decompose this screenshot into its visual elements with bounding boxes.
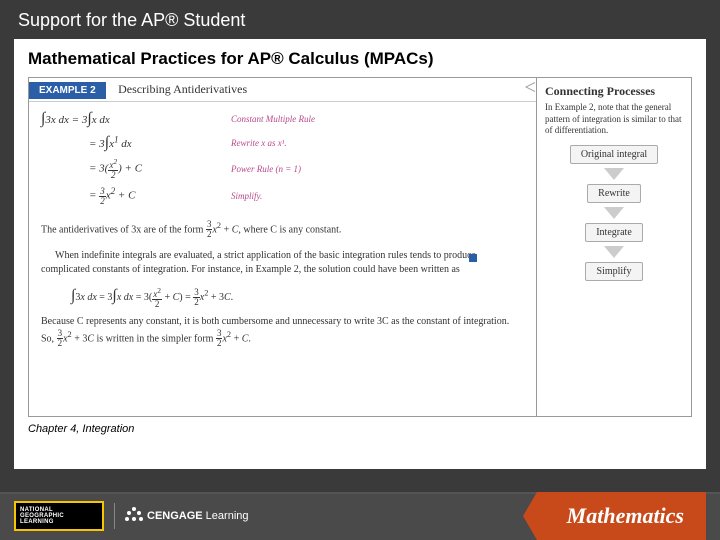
- cengage-text: CENGAGE Learning: [147, 510, 249, 522]
- flow-step: Integrate: [585, 223, 643, 242]
- flow-diagram: Original integral Rewrite Integrate Simp…: [545, 145, 683, 281]
- math-row: = 32x2 + C Simplify.: [41, 186, 524, 206]
- logo-divider: [114, 503, 115, 529]
- example-tag: EXAMPLE 2: [29, 82, 106, 99]
- math-row: ∫3x dx = 3∫x dx Constant Multiple Rule: [41, 110, 524, 128]
- natgeo-logo: NATIONAL GEOGRAPHIC LEARNING: [14, 501, 104, 531]
- flow-step: Rewrite: [587, 184, 641, 203]
- flow-step: Original integral: [570, 145, 658, 164]
- math-rule: Rewrite x as x¹.: [231, 138, 287, 148]
- p1b: , where C is any constant.: [238, 224, 341, 235]
- paragraph-3: Because C represents any constant, it is…: [29, 315, 536, 349]
- slide-header: Support for the AP® Student: [0, 0, 720, 39]
- cengage-logo: CENGAGE Learning: [125, 507, 249, 525]
- flow-step: Simplify: [585, 262, 642, 281]
- content-area: Mathematical Practices for AP® Calculus …: [14, 39, 706, 469]
- math-line-2: ∫3x dx = 3∫x dx = 3(x22 + C) = 32x2 + 3C…: [59, 285, 536, 309]
- paragraph-2: When indefinite integrals are evaluated,…: [29, 249, 536, 277]
- p2: When indefinite integrals are evaluated,…: [41, 249, 524, 277]
- cengage-icon: [125, 507, 143, 525]
- example-main: EXAMPLE 2 Describing Antiderivatives ∫3x…: [29, 78, 536, 416]
- caption: Chapter 4, Integration: [28, 423, 692, 435]
- math-row: = 3(x22) + C Power Rule (n = 1): [41, 158, 524, 180]
- arrow-down-icon: [604, 207, 624, 219]
- math-derivation: ∫3x dx = 3∫x dx Constant Multiple Rule =…: [29, 102, 536, 220]
- p3b: is written in the simpler form: [94, 333, 216, 344]
- arrow-down-icon: [604, 246, 624, 258]
- brand-text: Mathematics: [567, 503, 684, 529]
- brand-corner: Mathematics: [537, 492, 706, 540]
- header-title: Support for the AP® Student: [18, 10, 702, 31]
- example-title: Describing Antiderivatives: [118, 82, 247, 97]
- subtitle: Mathematical Practices for AP® Calculus …: [28, 49, 692, 69]
- math-rule: Simplify.: [231, 191, 262, 201]
- math-rule: Power Rule (n = 1): [231, 164, 301, 174]
- math-row: = 3∫x1 dx Rewrite x as x¹.: [41, 134, 524, 152]
- end-mark-icon: [469, 254, 477, 262]
- connecting-sidebar: Connecting Processes In Example 2, note …: [536, 78, 691, 416]
- ng-line: LEARNING: [20, 519, 102, 525]
- math-expr: = 32x2 + C: [41, 186, 231, 206]
- example-box: EXAMPLE 2 Describing Antiderivatives ∫3x…: [28, 77, 692, 417]
- sidebar-text: In Example 2, note that the general patt…: [545, 102, 683, 137]
- paragraph-1: The antiderivatives of 3x are of the for…: [29, 220, 536, 240]
- math-expr: ∫3x dx = 3∫x dx: [41, 110, 231, 128]
- footer-bar: NATIONAL GEOGRAPHIC LEARNING CENGAGE Lea…: [0, 492, 720, 540]
- math-expr: = 3∫x1 dx: [41, 134, 231, 152]
- callout-arrow-icon: [525, 82, 535, 92]
- math-rule: Constant Multiple Rule: [231, 114, 315, 124]
- sidebar-title: Connecting Processes: [545, 84, 683, 99]
- arrow-down-icon: [604, 168, 624, 180]
- math-expr: = 3(x22) + C: [41, 158, 231, 180]
- p1a: The antiderivatives of 3x are of the for…: [41, 224, 206, 235]
